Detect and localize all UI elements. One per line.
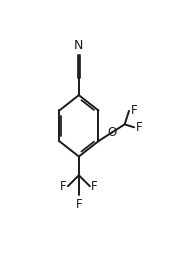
Text: F: F	[136, 121, 142, 134]
Text: O: O	[108, 126, 117, 139]
Text: F: F	[60, 180, 67, 193]
Text: F: F	[130, 104, 137, 117]
Text: F: F	[76, 198, 82, 211]
Text: F: F	[91, 180, 98, 193]
Text: N: N	[74, 39, 83, 52]
